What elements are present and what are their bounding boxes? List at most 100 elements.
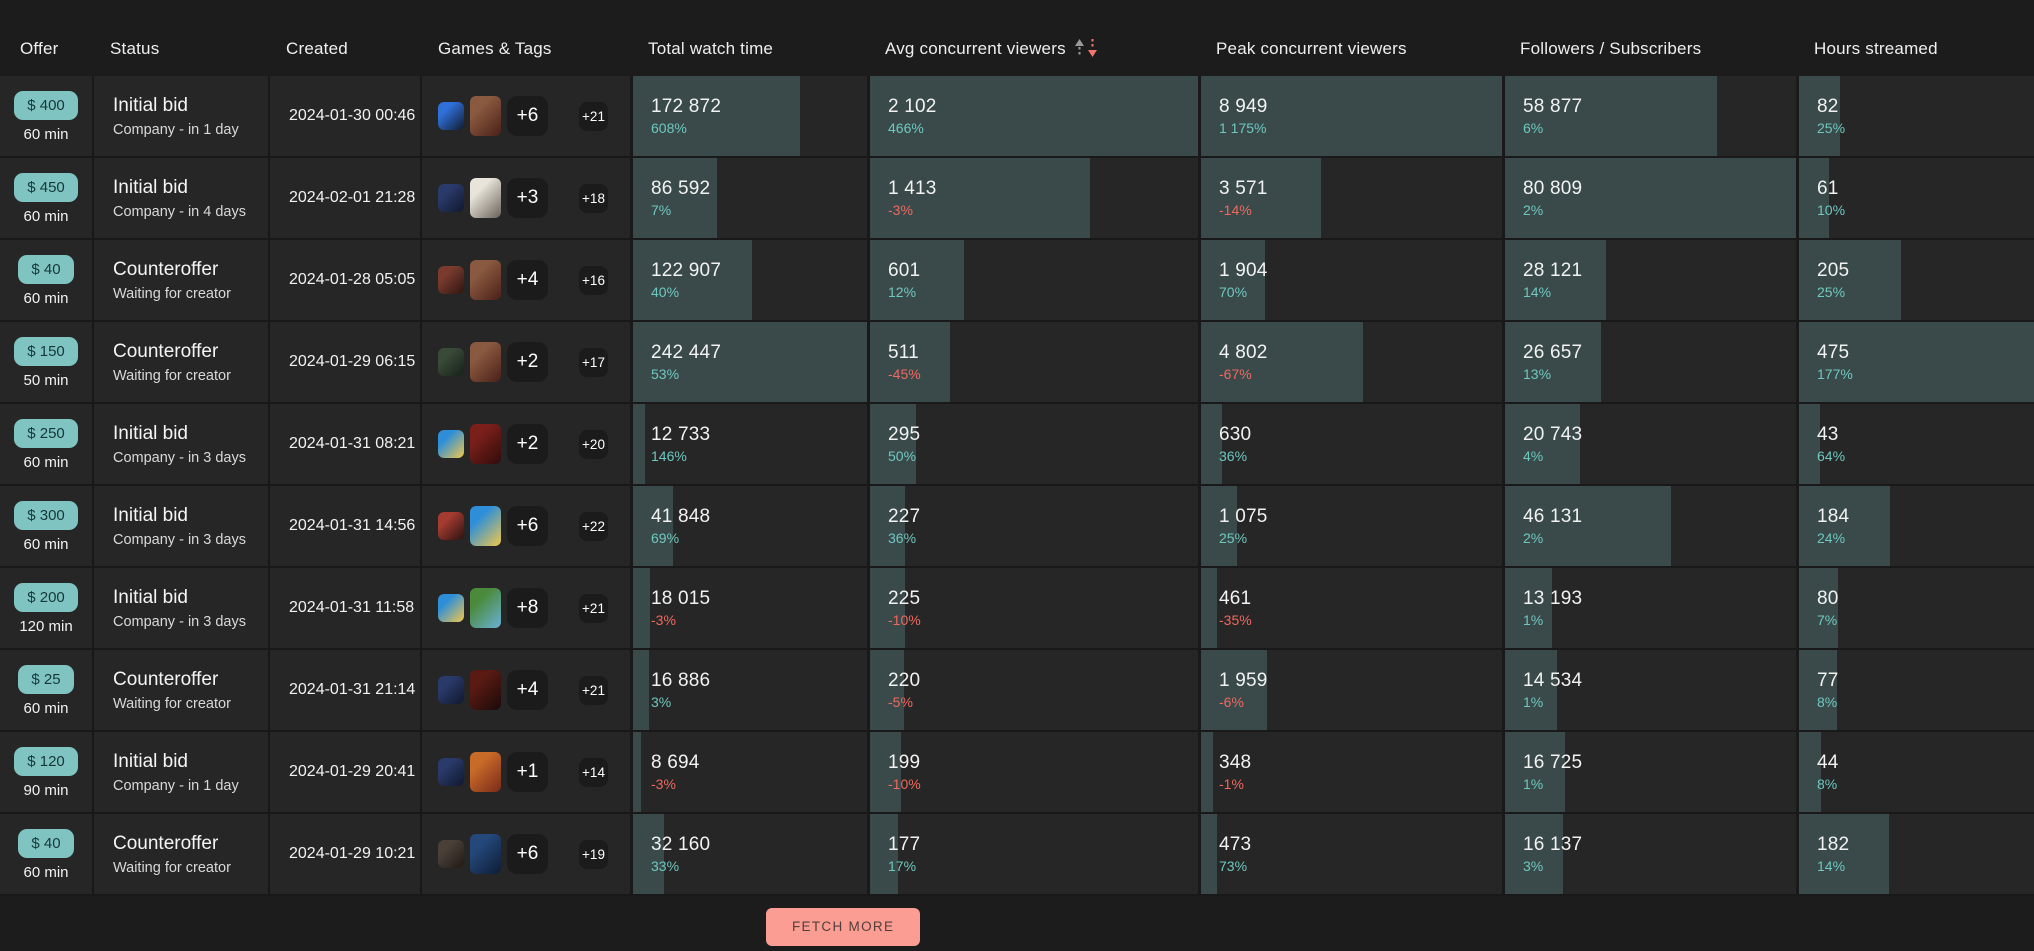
status-sublabel: Company - in 3 days — [113, 613, 246, 630]
hours-streamed-cell: 205 25% — [1796, 240, 2034, 320]
followers-subscribers-cell: 13 193 1% — [1502, 568, 1796, 648]
value-bar — [1505, 814, 1564, 894]
metric-change: -14% — [1219, 202, 1252, 218]
value-bar — [1201, 322, 1363, 402]
metric-change: 7% — [1817, 612, 1838, 628]
metric-value: 80 — [1817, 588, 1839, 609]
metric-change: 25% — [1817, 284, 1846, 300]
peak-concurrent-viewers-cell: 348 -1% — [1198, 732, 1502, 812]
column-header-peak-concurrent-viewers[interactable]: Peak concurrent viewers — [1216, 39, 1407, 58]
total-watch-time-cell: 242 447 53% — [630, 322, 867, 402]
value-bar — [633, 76, 800, 156]
game-thumbnail — [438, 512, 464, 540]
game-thumbnail — [438, 430, 464, 458]
created-cell: 2024-01-29 06:15 — [268, 322, 420, 402]
column-header-followers-subscribers[interactable]: Followers / Subscribers — [1520, 39, 1702, 58]
table-row[interactable]: $ 200 120 min Initial bid Company - in 3… — [0, 568, 2034, 650]
value-bar — [1201, 568, 1217, 648]
total-watch-time-cell: 18 015 -3% — [630, 568, 867, 648]
column-header-games-tags[interactable]: Games & Tags — [438, 39, 552, 58]
table-row[interactable]: $ 40 60 min Counteroffer Waiting for cre… — [0, 814, 2034, 896]
column-header-created[interactable]: Created — [286, 39, 348, 58]
metric-change: 13% — [1523, 366, 1552, 382]
table-row[interactable]: $ 450 60 min Initial bid Company - in 4 … — [0, 158, 2034, 240]
followers-subscribers-cell: 20 743 4% — [1502, 404, 1796, 484]
metric-change: -45% — [888, 366, 921, 382]
more-games-badge: +4 — [507, 260, 548, 300]
metric-change: 14% — [1817, 858, 1846, 874]
metric-change: 33% — [651, 858, 680, 874]
total-watch-time-cell: 122 907 40% — [630, 240, 867, 320]
hours-streamed-cell: 184 24% — [1796, 486, 2034, 566]
column-header-total-watch-time[interactable]: Total watch time — [648, 39, 774, 58]
value-bar — [870, 732, 902, 812]
metric-value: 43 — [1817, 424, 1839, 445]
avg-concurrent-viewers-cell: 225 -10% — [867, 568, 1198, 648]
sort-indicator[interactable] — [1074, 38, 1098, 59]
games-tags-cell: +2 +17 — [420, 322, 630, 402]
game-thumbnail — [470, 588, 501, 628]
table-row[interactable]: $ 40 60 min Counteroffer Waiting for cre… — [0, 240, 2034, 322]
more-games-badge: +2 — [507, 424, 548, 464]
metric-value: 1 904 — [1219, 260, 1268, 281]
games-tags-cell: +3 +18 — [420, 158, 630, 238]
value-bar — [633, 732, 642, 812]
games-tags-cell: +6 +21 — [420, 76, 630, 156]
value-bar — [1799, 486, 1890, 566]
column-header-hours-streamed[interactable]: Hours streamed — [1814, 39, 1938, 58]
game-thumbnail — [470, 424, 501, 464]
metric-change: -5% — [888, 694, 913, 710]
metric-change: -3% — [651, 776, 676, 792]
value-bar — [1201, 404, 1223, 484]
value-bar — [1201, 650, 1267, 730]
table-row[interactable]: $ 250 60 min Initial bid Company - in 3 … — [0, 404, 2034, 486]
value-bar — [870, 76, 1198, 156]
metric-change: 69% — [651, 530, 680, 546]
hours-streamed-cell: 43 64% — [1796, 404, 2034, 484]
price-badge: $ 450 — [14, 172, 78, 202]
table-row[interactable]: $ 120 90 min Initial bid Company - in 1 … — [0, 732, 2034, 814]
column-header-status[interactable]: Status — [110, 39, 160, 58]
metric-value: 46 131 — [1523, 506, 1583, 527]
metric-value: 1 413 — [888, 178, 937, 199]
table-row[interactable]: $ 400 60 min Initial bid Company - in 1 … — [0, 76, 2034, 158]
table-row[interactable]: $ 300 60 min Initial bid Company - in 3 … — [0, 486, 2034, 568]
metric-value: 475 — [1817, 342, 1850, 363]
created-timestamp: 2024-01-29 20:41 — [289, 763, 416, 780]
table-row[interactable]: $ 25 60 min Counteroffer Waiting for cre… — [0, 650, 2034, 732]
created-timestamp: 2024-01-29 06:15 — [289, 353, 416, 370]
metric-value: 348 — [1219, 752, 1252, 773]
peak-concurrent-viewers-cell: 473 73% — [1198, 814, 1502, 894]
fetch-more-button[interactable]: FETCH MORE — [766, 908, 921, 946]
avg-concurrent-viewers-cell: 220 -5% — [867, 650, 1198, 730]
metric-change: -10% — [888, 612, 921, 628]
status-cell: Initial bid Company - in 3 days — [92, 486, 268, 566]
status-cell: Initial bid Company - in 4 days — [92, 158, 268, 238]
more-tags-badge: +21 — [579, 675, 608, 705]
value-bar — [1505, 732, 1566, 812]
peak-concurrent-viewers-cell: 461 -35% — [1198, 568, 1502, 648]
price-badge: $ 250 — [14, 418, 78, 448]
created-timestamp: 2024-01-28 05:05 — [289, 271, 416, 288]
metric-value: 61 — [1817, 178, 1839, 199]
status-label: Counteroffer — [113, 258, 219, 280]
metric-change: 17% — [888, 858, 917, 874]
metric-value: 1 075 — [1219, 506, 1268, 527]
metric-change: -3% — [651, 612, 676, 628]
price-badge: $ 40 — [18, 254, 74, 284]
metric-change: 10% — [1817, 202, 1846, 218]
metric-value: 28 121 — [1523, 260, 1583, 281]
table-row[interactable]: $ 150 50 min Counteroffer Waiting for cr… — [0, 322, 2034, 404]
value-bar — [1799, 322, 2034, 402]
game-thumbnail — [470, 834, 501, 874]
value-bar — [1505, 322, 1602, 402]
column-header-offer[interactable]: Offer — [20, 39, 59, 58]
metric-value: 122 907 — [651, 260, 722, 281]
metric-value: 18 015 — [651, 588, 711, 609]
status-cell: Counteroffer Waiting for creator — [92, 240, 268, 320]
status-sublabel: Waiting for creator — [113, 695, 231, 712]
offer-duration: 60 min — [23, 699, 69, 717]
avg-concurrent-viewers-cell: 2 102 466% — [867, 76, 1198, 156]
column-header-avg-concurrent-viewers[interactable]: Avg concurrent viewers — [867, 38, 1198, 76]
offer-duration: 60 min — [23, 535, 69, 553]
